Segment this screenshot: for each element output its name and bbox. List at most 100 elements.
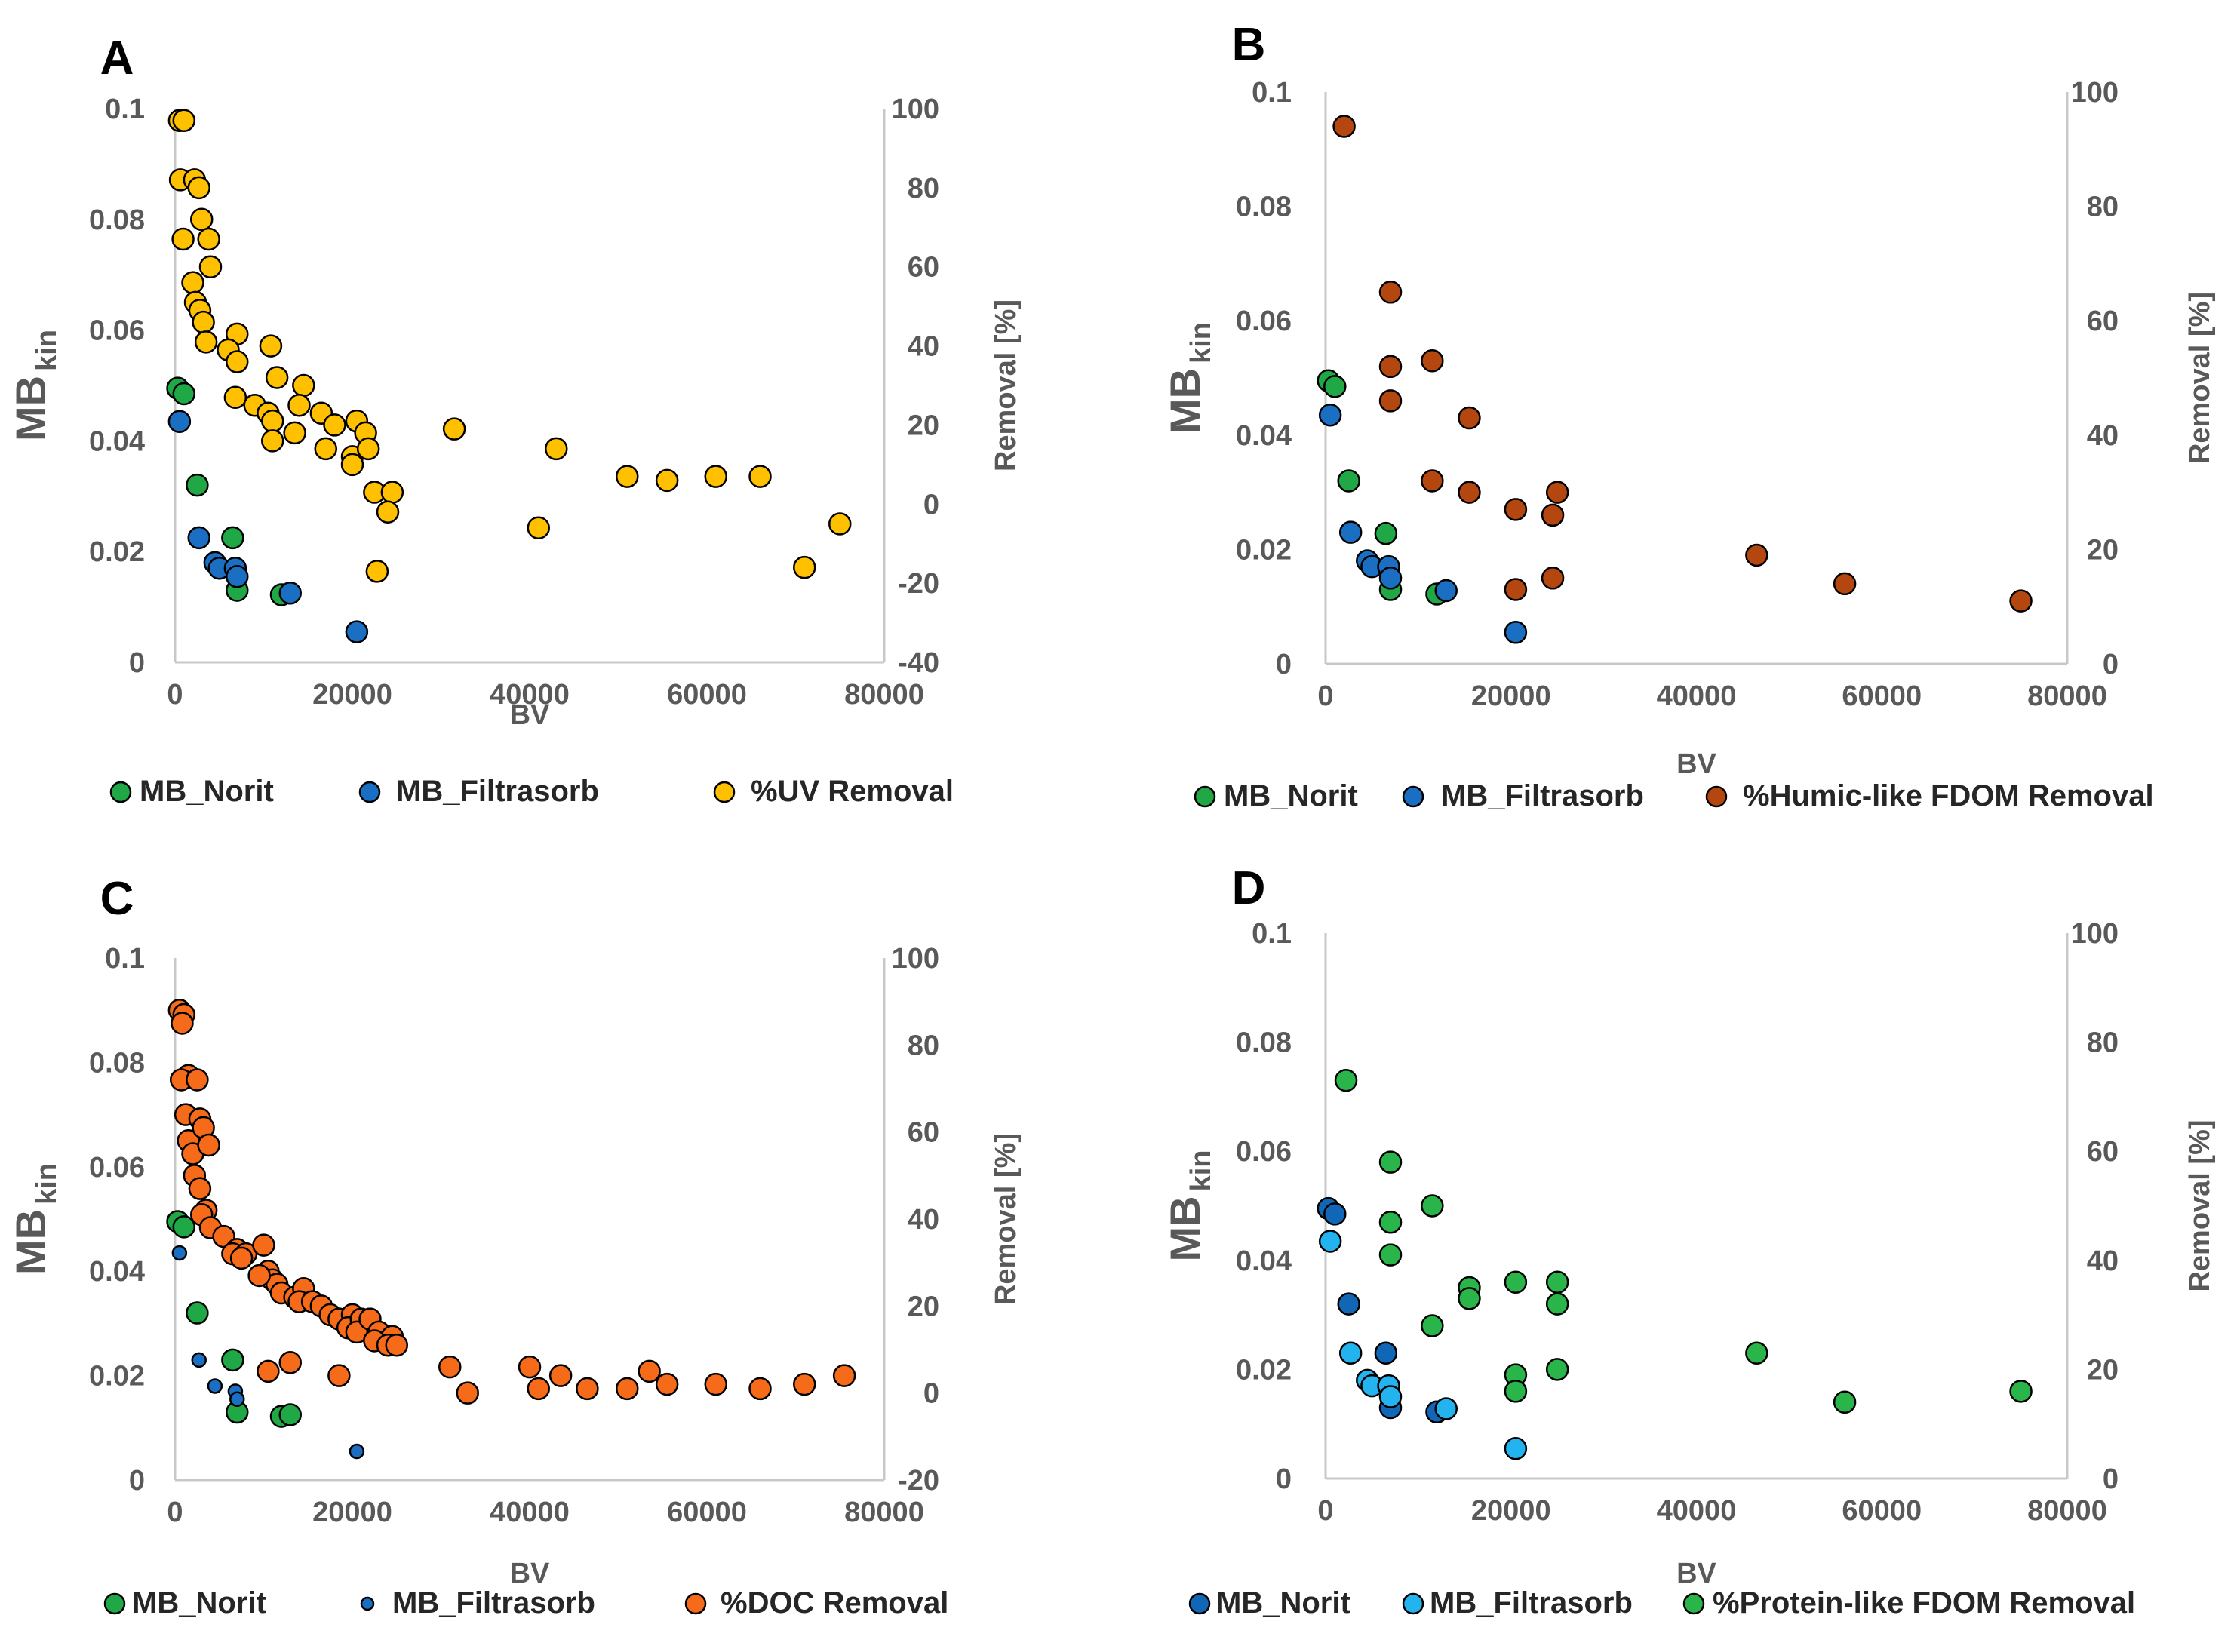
chart-panel-b: B0 20000 40000 60000 8000000.020.040.060.080…	[1161, 19, 2216, 812]
data-point	[1421, 469, 1444, 493]
legend-label: MB_Norit	[132, 1586, 266, 1620]
y2-tick-label: 60	[908, 252, 939, 284]
data-point	[1458, 481, 1481, 504]
data-point	[2009, 1380, 2033, 1403]
data-point	[828, 512, 852, 536]
data-point	[616, 465, 639, 488]
data-point	[171, 1245, 188, 1261]
y2-tick-label: 60	[2087, 306, 2119, 337]
data-point	[1323, 375, 1347, 398]
data-point	[365, 560, 389, 583]
data-point	[1545, 481, 1569, 504]
data-point	[194, 330, 218, 354]
data-point	[265, 366, 289, 389]
y-tick-label: 0.1	[105, 943, 145, 975]
data-point	[1545, 1292, 1569, 1316]
data-point	[278, 1403, 302, 1426]
y2-tick-label: 80	[2087, 192, 2119, 223]
data-point	[221, 1348, 244, 1372]
data-point	[638, 1359, 661, 1383]
data-point	[340, 453, 364, 477]
legend-label: %UV Removal	[751, 775, 954, 808]
data-point	[261, 429, 284, 453]
x-axis-title: BV	[1676, 748, 1716, 780]
y-tick-label: 0.1	[105, 94, 145, 125]
data-point	[247, 1264, 271, 1288]
data-point	[527, 516, 550, 539]
data-point	[1374, 521, 1398, 545]
y2-tick-label: 40	[908, 331, 939, 363]
data-point	[191, 1352, 207, 1368]
data-point	[1545, 1358, 1569, 1381]
y-tick-label: 0	[1276, 1463, 1292, 1495]
data-point	[1338, 1341, 1363, 1365]
data-point	[261, 409, 284, 433]
data-point	[1374, 1341, 1398, 1365]
x-axis-title: BV	[510, 699, 550, 731]
data-point	[1338, 520, 1363, 544]
y2-axis-title: Removal [%]	[990, 1133, 1022, 1305]
data-point	[252, 1233, 275, 1257]
x-tick-label: 60000	[667, 679, 747, 711]
series-protein-like-fdom-removal	[1334, 1068, 2033, 1414]
data-point	[1434, 1397, 1458, 1420]
series-mb-filtrasorb	[171, 1245, 365, 1460]
y-tick-label: 0.04	[1236, 1245, 1292, 1277]
data-point	[1378, 281, 1403, 304]
y2-tick-label: 100	[2071, 77, 2119, 109]
data-point	[518, 1355, 542, 1379]
data-point	[376, 500, 400, 524]
y-tick-label: 0.04	[89, 1256, 145, 1288]
data-point	[748, 1377, 772, 1401]
y2-tick-label: 80	[2087, 1027, 2119, 1059]
data-point	[793, 1372, 816, 1396]
legend-marker	[1194, 785, 1216, 808]
x-axis-title: BV	[510, 1558, 550, 1589]
legend-label: %DOC Removal	[721, 1586, 948, 1620]
x-tick-label: 60000	[667, 1497, 747, 1528]
data-point	[576, 1377, 599, 1401]
data-point	[704, 465, 727, 488]
legend-marker	[103, 1592, 126, 1615]
y-tick-label: 0	[129, 647, 145, 679]
y-tick-label: 0	[129, 1465, 145, 1497]
legend-marker	[1705, 785, 1728, 808]
data-point	[832, 1364, 856, 1387]
y-tick-label: 0.1	[1252, 918, 1292, 950]
x-axis-title: BV	[1676, 1558, 1716, 1589]
data-point	[655, 468, 679, 493]
legend-marker	[1402, 1592, 1424, 1615]
chart-panel-a: A 0 20000 40000 60000 80000 0 0.02 0.04 0.06 0.08 0…	[7, 32, 1022, 808]
data-point	[1833, 572, 1857, 596]
data-point	[197, 1133, 220, 1157]
data-point	[655, 1372, 679, 1396]
x-tick-label: 80000	[844, 679, 924, 711]
data-point	[1458, 406, 1481, 430]
data-point	[186, 1068, 209, 1092]
y-axis-title: MBkin	[7, 330, 63, 441]
y2-tick-label: 20	[908, 1291, 939, 1322]
y-tick-label: 0.06	[89, 1152, 145, 1184]
panel-letter: A	[100, 32, 134, 84]
y2-tick-label: 0	[923, 1378, 939, 1410]
x-tick-label: 40000	[1657, 680, 1737, 712]
y2-tick-label: 20	[908, 410, 939, 441]
data-point	[1378, 355, 1403, 379]
chart-panel-c: C 0 20000 40000 60000 80000 0 0.02 0.04 0.06 0.08 0…	[7, 873, 1022, 1620]
data-point	[545, 437, 568, 461]
data-point	[438, 1355, 462, 1379]
y-tick-label: 0.04	[89, 425, 145, 457]
data-point	[229, 1391, 245, 1407]
data-point	[1332, 115, 1356, 138]
data-point	[187, 176, 210, 200]
data-point	[186, 1301, 209, 1325]
y2-tick-label: -40	[898, 647, 939, 679]
y-axis-title: MBkin	[1161, 1150, 1217, 1262]
data-point	[349, 1443, 365, 1460]
data-point	[287, 393, 311, 417]
data-point	[1504, 621, 1528, 644]
panel-letter: B	[1232, 19, 1266, 71]
x-tick-label: 0	[1317, 680, 1333, 712]
y-tick-label: 0.08	[89, 1047, 145, 1079]
data-point	[278, 582, 302, 605]
